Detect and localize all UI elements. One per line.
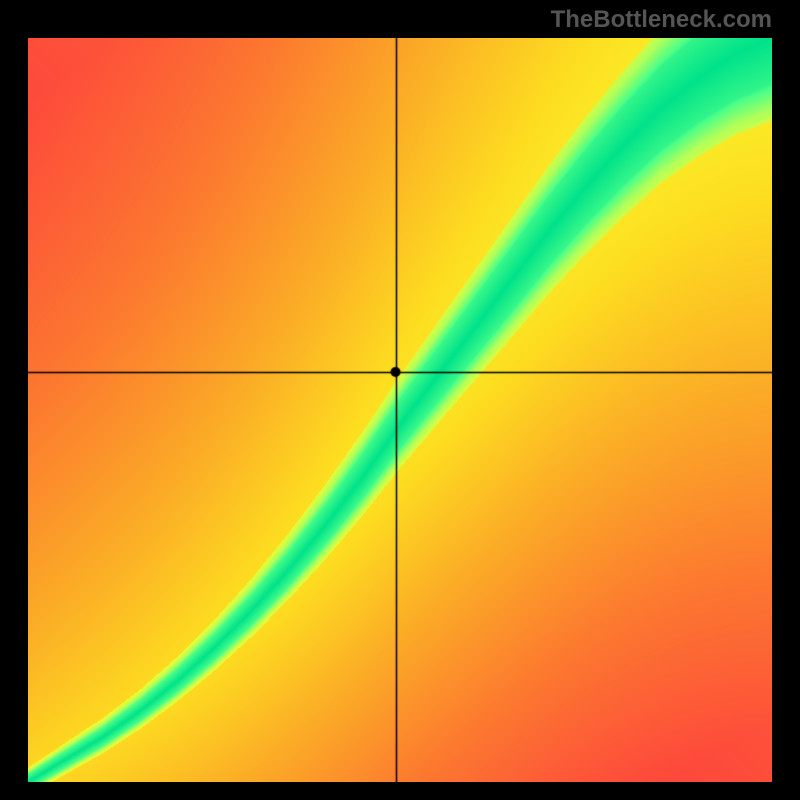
attribution-text: TheBottleneck.com <box>551 6 772 34</box>
chart-container: TheBottleneck.com <box>0 0 800 800</box>
plot-area <box>28 38 772 782</box>
bottleneck-heatmap <box>28 38 772 782</box>
